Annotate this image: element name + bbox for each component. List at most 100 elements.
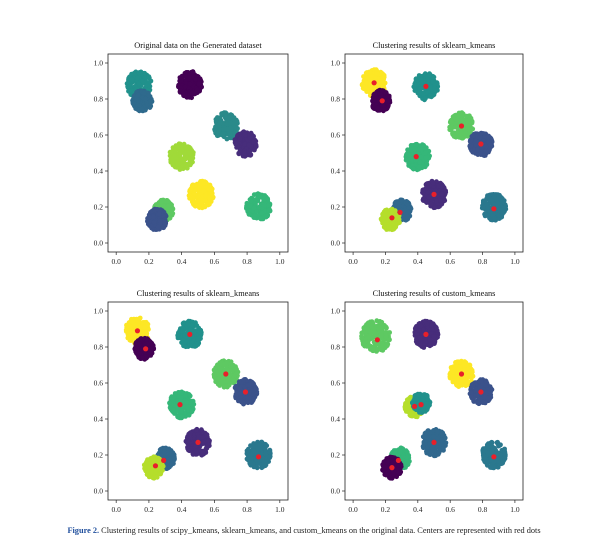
- data-point: [182, 151, 188, 157]
- data-point: [164, 198, 170, 204]
- data-point: [390, 221, 396, 226]
- data-point: [199, 200, 204, 205]
- data-point: [168, 150, 174, 155]
- data-point: [196, 434, 202, 440]
- x-tick-label: 0.0: [111, 257, 121, 266]
- data-point: [233, 141, 239, 147]
- data-point: [138, 324, 144, 330]
- data-point: [161, 204, 167, 210]
- x-tick-label: 0.6: [445, 257, 455, 266]
- data-point: [185, 444, 190, 450]
- data-point: [138, 336, 143, 342]
- data-point: [140, 355, 145, 361]
- data-point: [470, 126, 476, 132]
- data-point: [237, 386, 243, 391]
- data-point: [242, 141, 248, 147]
- data-point: [381, 74, 387, 80]
- data-point: [416, 164, 422, 170]
- data-point: [367, 77, 373, 82]
- data-point: [236, 151, 242, 157]
- cluster-10: [145, 206, 169, 233]
- data-point: [187, 448, 192, 454]
- data-point: [179, 409, 184, 414]
- data-point: [176, 390, 182, 395]
- cluster-center-2: [379, 98, 385, 104]
- data-point: [190, 199, 196, 205]
- data-point: [442, 198, 448, 204]
- data-point: [246, 142, 252, 148]
- data-point: [465, 126, 471, 132]
- data-point: [242, 132, 248, 138]
- data-point: [193, 448, 199, 454]
- data-point: [465, 123, 471, 129]
- axes-frame: [107, 53, 289, 253]
- data-point: [238, 391, 243, 397]
- data-point: [179, 414, 185, 419]
- data-point: [192, 343, 198, 349]
- data-point: [188, 400, 194, 405]
- data-point: [192, 191, 198, 197]
- data-point: [431, 74, 437, 80]
- data-point: [386, 93, 392, 99]
- data-point: [422, 150, 428, 156]
- data-point: [499, 207, 504, 213]
- data-point: [257, 193, 263, 199]
- data-point: [248, 152, 254, 158]
- data-point: [130, 101, 136, 106]
- data-point: [146, 219, 152, 225]
- data-point: [480, 204, 486, 210]
- data-point: [378, 69, 384, 75]
- data-point: [379, 78, 385, 83]
- cluster-2: [130, 88, 155, 114]
- data-point: [413, 143, 419, 148]
- y-tick-label: 0.6: [94, 131, 104, 140]
- data-point: [399, 198, 405, 204]
- data-point: [172, 153, 177, 158]
- data-point: [247, 461, 253, 466]
- data-point: [483, 144, 489, 150]
- data-point: [200, 180, 206, 186]
- cluster-center-3: [423, 83, 429, 89]
- data-point: [179, 73, 185, 79]
- data-point: [135, 346, 140, 352]
- data-point: [409, 158, 415, 163]
- data-point: [195, 203, 201, 209]
- data-point: [425, 181, 431, 187]
- data-point: [386, 224, 392, 230]
- data-point: [179, 147, 185, 153]
- data-point: [260, 457, 265, 463]
- data-point: [368, 73, 373, 79]
- data-point: [212, 126, 218, 132]
- y-tick-label: 0.8: [94, 95, 104, 104]
- data-point: [385, 98, 391, 104]
- data-point: [389, 227, 395, 233]
- data-point: [203, 193, 209, 199]
- y-tick-label: 0.6: [331, 131, 341, 140]
- data-point: [380, 216, 385, 222]
- data-point: [170, 158, 175, 164]
- data-point: [172, 403, 178, 408]
- chart-title: Clustering results of sklearn_kmeans: [373, 41, 496, 50]
- data-point: [197, 329, 203, 335]
- data-point: [170, 206, 176, 212]
- cluster-8: [244, 439, 273, 471]
- data-point: [258, 216, 264, 222]
- data-point: [418, 147, 424, 153]
- data-point: [233, 391, 239, 397]
- data-point: [152, 207, 157, 213]
- data-point: [248, 198, 254, 204]
- data-point: [242, 150, 247, 156]
- data-point: [483, 148, 489, 154]
- data-point: [167, 400, 172, 406]
- cluster-4: [211, 358, 241, 390]
- data-point: [172, 145, 177, 151]
- data-point: [463, 130, 469, 136]
- data-point: [267, 449, 273, 455]
- data-point: [213, 117, 219, 122]
- data-point: [211, 367, 217, 373]
- data-point: [143, 96, 148, 102]
- data-point: [219, 111, 225, 117]
- data-point: [186, 412, 192, 418]
- data-point: [215, 362, 220, 368]
